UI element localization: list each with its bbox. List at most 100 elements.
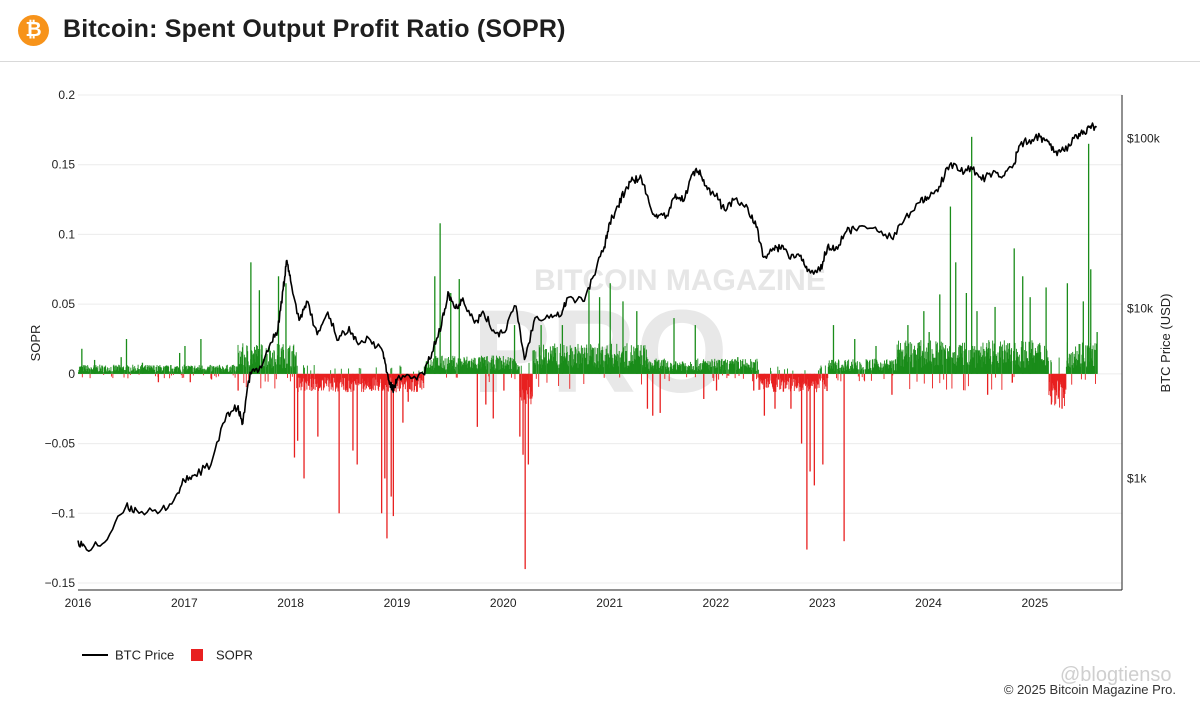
sopr-bar xyxy=(1070,353,1072,374)
sopr-spike-bar xyxy=(522,373,524,455)
sopr-bar xyxy=(161,370,163,374)
sopr-bar xyxy=(850,367,852,374)
sopr-bar xyxy=(152,365,154,374)
sopr-bar xyxy=(997,361,998,374)
sopr-bar xyxy=(165,366,167,374)
sopr-bar xyxy=(518,366,520,374)
sopr-bar xyxy=(742,359,744,374)
sopr-bar xyxy=(741,360,743,374)
sopr-bar xyxy=(237,367,238,374)
sopr-bar xyxy=(169,373,171,379)
sopr-bar xyxy=(240,357,242,374)
sopr-bar xyxy=(670,367,672,374)
sopr-bar xyxy=(472,359,474,374)
sopr-bar xyxy=(136,370,138,374)
sopr-spike-bar xyxy=(965,293,968,374)
legend-item-btc-price[interactable]: BTC Price xyxy=(82,648,174,663)
sopr-bar xyxy=(345,373,347,391)
sopr-bar xyxy=(721,358,723,374)
sopr-bar xyxy=(855,368,857,374)
sopr-bar xyxy=(431,369,432,374)
sopr-bar xyxy=(290,367,292,374)
sopr-bar xyxy=(1084,361,1086,374)
sopr-bar xyxy=(1043,360,1045,374)
sopr-bar xyxy=(574,346,576,374)
sopr-bar xyxy=(193,367,195,374)
sopr-bar xyxy=(793,373,795,392)
sopr-bar xyxy=(198,367,200,374)
sopr-bar xyxy=(858,369,860,374)
sopr-bar xyxy=(224,368,226,374)
sopr-bar xyxy=(339,373,341,384)
sopr-bar xyxy=(779,373,781,390)
sopr-bar xyxy=(391,367,393,374)
sopr-bar xyxy=(696,370,698,374)
sopr-bar xyxy=(465,364,467,374)
sopr-bar xyxy=(671,368,673,374)
sopr-bar xyxy=(350,373,351,390)
sopr-bar xyxy=(93,367,94,374)
sopr-bar xyxy=(427,368,429,374)
sopr-bar xyxy=(491,357,493,374)
sopr-bar xyxy=(612,367,614,374)
sopr-bar xyxy=(640,345,642,374)
sopr-bar xyxy=(122,367,124,374)
sopr-bar xyxy=(264,359,266,374)
sopr-bar xyxy=(598,343,600,374)
sopr-bar xyxy=(1069,366,1071,374)
sopr-bar xyxy=(497,358,499,374)
sopr-bar xyxy=(279,357,281,374)
sopr-bar xyxy=(1030,358,1032,374)
sopr-bar xyxy=(1080,373,1082,380)
sopr-bar xyxy=(542,364,544,374)
sopr-bar xyxy=(234,365,236,374)
sopr-bar xyxy=(518,366,520,374)
y-tick-label: 0.15 xyxy=(52,158,76,172)
sopr-bar xyxy=(274,362,276,374)
sopr-bar xyxy=(829,368,831,374)
sopr-bar xyxy=(283,358,285,374)
sopr-bar xyxy=(302,373,303,382)
sopr-bar xyxy=(1032,342,1034,374)
sopr-bar xyxy=(251,351,253,374)
sopr-bar xyxy=(735,359,737,374)
sopr-bar xyxy=(688,365,690,374)
sopr-bar xyxy=(433,358,434,374)
legend-item-sopr[interactable]: SOPR xyxy=(191,648,253,663)
sopr-bar xyxy=(155,373,157,377)
sopr-bar xyxy=(228,371,230,374)
sopr-bar xyxy=(494,364,496,374)
sopr-bar xyxy=(599,352,601,374)
sopr-bar xyxy=(708,370,710,374)
sopr-bar xyxy=(426,361,428,374)
sopr-bar xyxy=(190,365,192,374)
sopr-bar xyxy=(711,360,713,374)
sopr-bar xyxy=(991,373,993,390)
sopr-spike-bar xyxy=(524,373,526,570)
sopr-bar xyxy=(529,373,530,388)
sopr-bar xyxy=(655,358,657,374)
sopr-bar xyxy=(367,373,369,379)
sopr-bar xyxy=(678,365,680,374)
sopr-bar xyxy=(999,346,1000,374)
sopr-bar xyxy=(155,366,157,374)
sopr-bar xyxy=(650,362,652,374)
sopr-bar xyxy=(776,373,778,378)
sopr-spike-bar xyxy=(1013,248,1015,374)
sopr-bar xyxy=(655,360,657,374)
sopr-bar xyxy=(292,346,294,374)
sopr-bar xyxy=(215,367,217,374)
sopr-bar xyxy=(137,364,139,374)
sopr-bar xyxy=(379,373,381,380)
sopr-bar xyxy=(94,368,96,374)
sopr-bar xyxy=(885,365,886,374)
sopr-spike-bar xyxy=(179,352,181,374)
sopr-bar xyxy=(87,366,89,374)
sopr-bar xyxy=(399,365,401,374)
sopr-bar xyxy=(456,362,458,374)
sopr-bar xyxy=(86,371,88,374)
sopr-bar xyxy=(208,367,210,374)
sopr-bar xyxy=(908,343,910,374)
sopr-bar xyxy=(113,364,115,374)
sopr-bar xyxy=(341,373,343,388)
